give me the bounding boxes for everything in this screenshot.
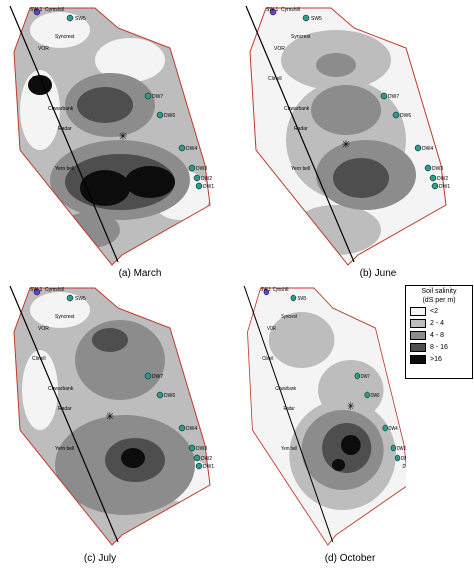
label-cymshill: Cymshill — [45, 7, 64, 13]
label-dw7: DW7 — [152, 94, 163, 100]
caption-march: (a) March — [118, 268, 162, 279]
label-sw5: SW5 — [75, 296, 86, 302]
svg-text:✳: ✳ — [341, 138, 350, 151]
label-clinell: Clinell — [262, 356, 273, 361]
salinity-map-july: ✳ SW 1 Cymshill SW5 Syncrest DW7 DW6 DW4… — [9, 285, 214, 546]
label-dw2: DW2 — [201, 456, 212, 462]
legend-item: 8 - 16 — [410, 343, 472, 352]
svg-text:✳: ✳ — [347, 401, 355, 413]
label-cuwarbank: Cuwarbank — [48, 386, 74, 392]
label-radar: Radar — [284, 406, 296, 411]
label-dw1: DW1 — [402, 464, 406, 469]
label-clinell: Clinell — [268, 76, 282, 82]
label-dw1: DW1 — [203, 184, 214, 190]
legend-item: 2 - 4 — [410, 319, 472, 328]
label-dw7: DW7 — [152, 374, 163, 380]
salinity-map-june: ✳ SW 1 Cymshill SW5 Syncrest DW7 DW6 DW4… — [245, 5, 450, 266]
label-sw5: SW5 — [298, 296, 307, 301]
caption-july: (c) July — [83, 553, 117, 564]
label-sw5: SW5 — [311, 16, 322, 22]
label-dw7: DW7 — [388, 94, 399, 100]
label-dw6: DW6 — [370, 393, 380, 398]
label-dw3: DW3 — [196, 446, 207, 452]
label-cymshill: Cymshill — [45, 287, 64, 293]
label-dw2: DW2 — [437, 176, 448, 182]
label-sw5: SW5 — [75, 16, 86, 22]
label-clinell: Clinell — [32, 356, 46, 362]
label-cymshill: Cymshill — [281, 7, 300, 13]
label-dw1: DW1 — [203, 464, 214, 470]
legend-label: 2 - 4 — [430, 320, 445, 327]
label-sw1: SW 1 — [266, 7, 278, 13]
label-vor: VOR — [38, 326, 49, 332]
label-yernbell: Yern bell — [281, 446, 297, 451]
label-cuwarbank: Cuwarbank — [284, 106, 310, 112]
label-clinell: Clinell — [32, 76, 46, 82]
legend-swatch — [410, 331, 426, 340]
label-dw6: DW6 — [164, 113, 175, 119]
label-sw1: SW 1 — [261, 287, 271, 292]
map-panel-july: ✳ SW 1 Cymshill SW5 Syncrest DW7 DW6 DW4… — [0, 280, 236, 552]
label-syncrest: Syncrest — [55, 34, 75, 40]
map-panel-june: ✳ SW 1 Cymshill SW5 Syncrest DW7 DW6 DW4… — [236, 0, 474, 272]
salinity-map-october: ✳ SW 1 Cymshill SW5 Syncrest DW7 DW6 DW4… — [243, 285, 406, 546]
label-yernbell: Yern bell — [291, 166, 310, 172]
legend-item: 4 - 8 — [410, 331, 472, 340]
legend-item: >16 — [410, 355, 472, 364]
label-radar: Radar — [58, 406, 72, 412]
label-cuwarbank: Cuwarbank — [48, 106, 74, 112]
label-cymshill: Cymshill — [273, 287, 288, 292]
caption-june: (b) June — [359, 268, 397, 279]
caption-october: (d) October — [324, 553, 376, 564]
legend-label: >16 — [430, 356, 442, 363]
legend-swatch — [410, 343, 426, 352]
svg-text:✳: ✳ — [105, 410, 114, 423]
label-sw1: SW 1 — [30, 7, 42, 13]
legend-label: <2 — [430, 308, 438, 315]
label-dw6: DW6 — [400, 113, 411, 119]
label-dw4: DW4 — [186, 426, 197, 432]
label-dw2: DW2 — [401, 456, 406, 461]
label-sw1: SW 1 — [30, 287, 42, 293]
legend-swatch — [410, 319, 426, 328]
label-dw3: DW3 — [432, 166, 443, 172]
label-dw2: DW2 — [201, 176, 212, 182]
label-dw4: DW4 — [389, 426, 399, 431]
map-panel-march: ✳ SW 1 Cymshill SW5 Syncrest DW7 DW6 DW4… — [0, 0, 236, 272]
label-vor: VOR — [274, 46, 285, 52]
label-vor: VOR — [38, 46, 49, 52]
legend-swatch — [410, 307, 426, 316]
label-cuwarbank: Cuwarbank — [275, 386, 296, 391]
legend-swatch — [410, 355, 426, 364]
map-panel-october: ✳ SW 1 Cymshill SW5 Syncrest DW7 DW6 DW4… — [236, 280, 406, 552]
label-syncrest: Syncrest — [55, 314, 75, 320]
legend-title: Soil salinity — [421, 288, 457, 295]
salinity-map-march: ✳ SW 1 Cymshill SW5 Syncrest DW7 DW6 DW4… — [9, 5, 214, 266]
label-dw3: DW3 — [196, 166, 207, 172]
salinity-legend: Soil salinity (dS per m) <2 2 - 4 4 - 8 … — [405, 285, 473, 379]
label-dw4: DW4 — [422, 146, 433, 152]
label-dw4: DW4 — [186, 146, 197, 152]
label-syncrest: Syncrest — [291, 34, 311, 40]
legend-label: 4 - 8 — [430, 332, 445, 339]
label-yernbell: Yern bell — [55, 446, 74, 452]
label-yernbell: Yern bell — [55, 166, 74, 172]
legend-unit: (dS per m) — [422, 297, 456, 304]
label-dw3: DW3 — [397, 446, 406, 451]
label-radar: Radar — [58, 126, 72, 132]
legend-label: 8 - 16 — [430, 344, 448, 351]
label-dw1: DW1 — [439, 184, 450, 190]
legend-item: <2 — [410, 307, 472, 316]
label-vor: VOR — [267, 326, 276, 331]
label-syncrest: Syncrest — [281, 314, 298, 319]
label-dw6: DW6 — [164, 393, 175, 399]
label-radar: Radar — [294, 126, 308, 132]
label-dw7: DW7 — [361, 374, 371, 379]
svg-text:✳: ✳ — [118, 130, 127, 143]
